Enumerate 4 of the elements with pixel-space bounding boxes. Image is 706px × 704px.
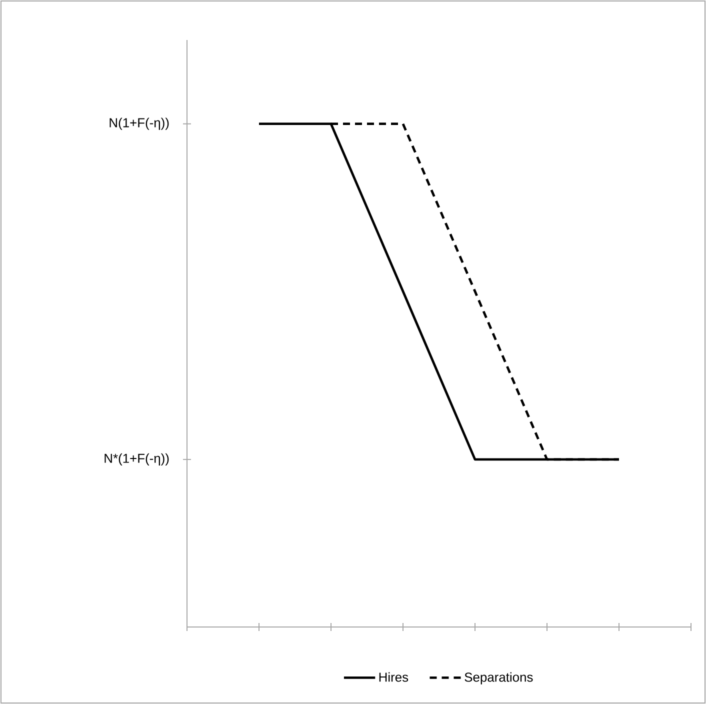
- text: N*(1+F(-η)): [104, 453, 169, 466]
- legend-label: Separations: [464, 672, 533, 684]
- text: N(1+F(-η)): [110, 118, 169, 130]
- legend-label: Hires: [379, 672, 408, 682]
